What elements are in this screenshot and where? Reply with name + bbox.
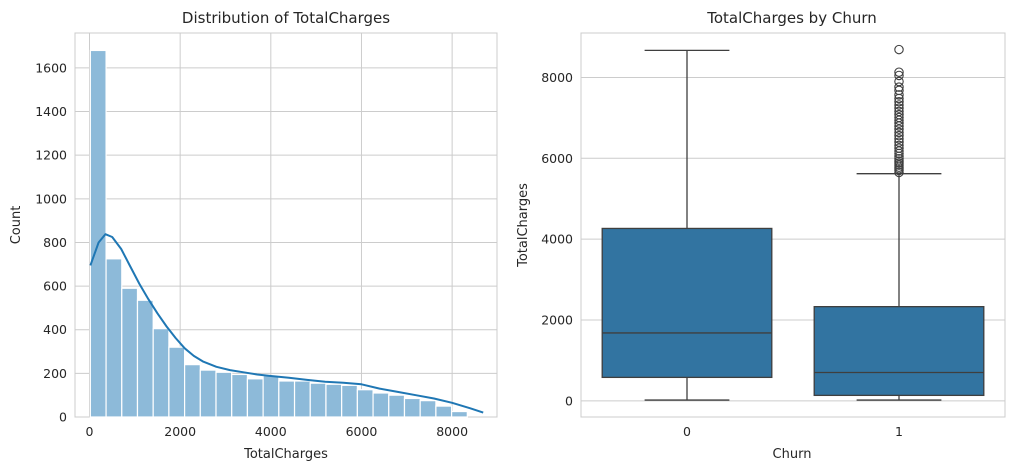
outlier-point xyxy=(894,103,904,113)
histogram-bar xyxy=(278,380,296,418)
histogram-bar xyxy=(403,397,421,418)
x-tick-label: 2000 xyxy=(164,424,196,439)
y-tick-label: 1400 xyxy=(35,104,67,119)
plot-frame xyxy=(580,32,1006,418)
boxplot-title: TotalCharges by Churn xyxy=(706,9,877,27)
y-tick-label: 1000 xyxy=(35,191,67,206)
histogram-bar xyxy=(121,287,139,418)
y-tick-label: 800 xyxy=(43,235,67,250)
outlier-point xyxy=(894,127,904,138)
histogram-ylabel: Count xyxy=(9,206,24,245)
outlier-point xyxy=(894,67,904,77)
outlier-point xyxy=(894,70,904,81)
outlier-point xyxy=(894,44,904,55)
x-tick-label: 1 xyxy=(895,424,903,439)
outlier-point xyxy=(894,82,904,92)
x-tick-label: 8000 xyxy=(436,424,468,439)
histogram-bar xyxy=(152,328,170,418)
x-tick-label: 0 xyxy=(86,424,94,439)
box-iqr xyxy=(813,306,985,397)
y-tick-label: 2000 xyxy=(541,312,573,327)
histogram-bar xyxy=(184,364,201,418)
outlier-point xyxy=(894,109,904,120)
outlier-point xyxy=(894,106,904,117)
outlier-point xyxy=(894,100,904,110)
outlier-point xyxy=(894,130,904,141)
histogram-bar xyxy=(136,299,154,418)
outlier-point xyxy=(894,153,904,164)
y-tick-label: 200 xyxy=(43,366,67,381)
histogram-bar xyxy=(325,383,343,418)
histogram-bar xyxy=(262,374,280,418)
histogram-bar xyxy=(246,378,264,418)
y-tick-label: 4000 xyxy=(541,232,573,247)
histogram-bar xyxy=(105,258,123,418)
y-tick-label: 1200 xyxy=(35,148,67,163)
histogram-bar xyxy=(372,392,390,418)
outlier-point xyxy=(894,140,904,151)
histogram-xlabel: TotalCharges xyxy=(243,447,328,462)
outlier-point xyxy=(894,137,904,147)
histogram-bar xyxy=(293,380,311,418)
boxplot-panel: 0 2000 4000 6000 8000 0 1 xyxy=(541,32,1006,439)
outlier-point xyxy=(894,156,904,166)
histogram-bar xyxy=(168,346,186,418)
outlier-point xyxy=(894,76,904,87)
y-tick-label: 400 xyxy=(43,322,67,337)
histogram-bar xyxy=(215,371,233,418)
outlier-point xyxy=(894,143,904,153)
outlier-point xyxy=(894,134,904,144)
y-tick-label: 8000 xyxy=(541,70,573,85)
y-tick-label: 600 xyxy=(43,279,67,294)
histogram-title: Distribution of TotalCharges xyxy=(182,9,390,27)
kde-line xyxy=(89,233,484,414)
histogram-bar xyxy=(435,405,453,418)
y-tick-label: 0 xyxy=(565,393,573,408)
histogram-bar xyxy=(341,384,358,418)
histogram-bar xyxy=(231,373,249,418)
histogram-panel: 0 200 400 600 800 1000 1200 1400 1600 0 2000 4000 60… xyxy=(35,32,498,439)
boxplot-xlabel: Churn xyxy=(773,447,812,462)
y-tick-label: 6000 xyxy=(541,151,573,166)
x-tick-label: 4000 xyxy=(255,424,287,439)
boxplot-ylabel: TotalCharges xyxy=(516,183,531,268)
histogram-bar xyxy=(388,394,406,418)
histogram-bar xyxy=(356,389,374,418)
histogram-bar xyxy=(451,410,468,418)
y-tick-label: 0 xyxy=(59,410,67,425)
x-tick-label: 6000 xyxy=(346,424,378,439)
y-tick-label: 1600 xyxy=(35,60,67,75)
outlier-point xyxy=(894,90,904,100)
histogram-bar xyxy=(309,382,327,418)
histogram-bar xyxy=(199,369,217,418)
box-iqr xyxy=(601,227,773,379)
histogram-bar xyxy=(419,400,437,418)
outlier-point xyxy=(894,112,904,123)
outlier-point xyxy=(894,96,904,107)
x-tick-label: 0 xyxy=(683,424,691,439)
histogram-bar xyxy=(89,49,107,418)
